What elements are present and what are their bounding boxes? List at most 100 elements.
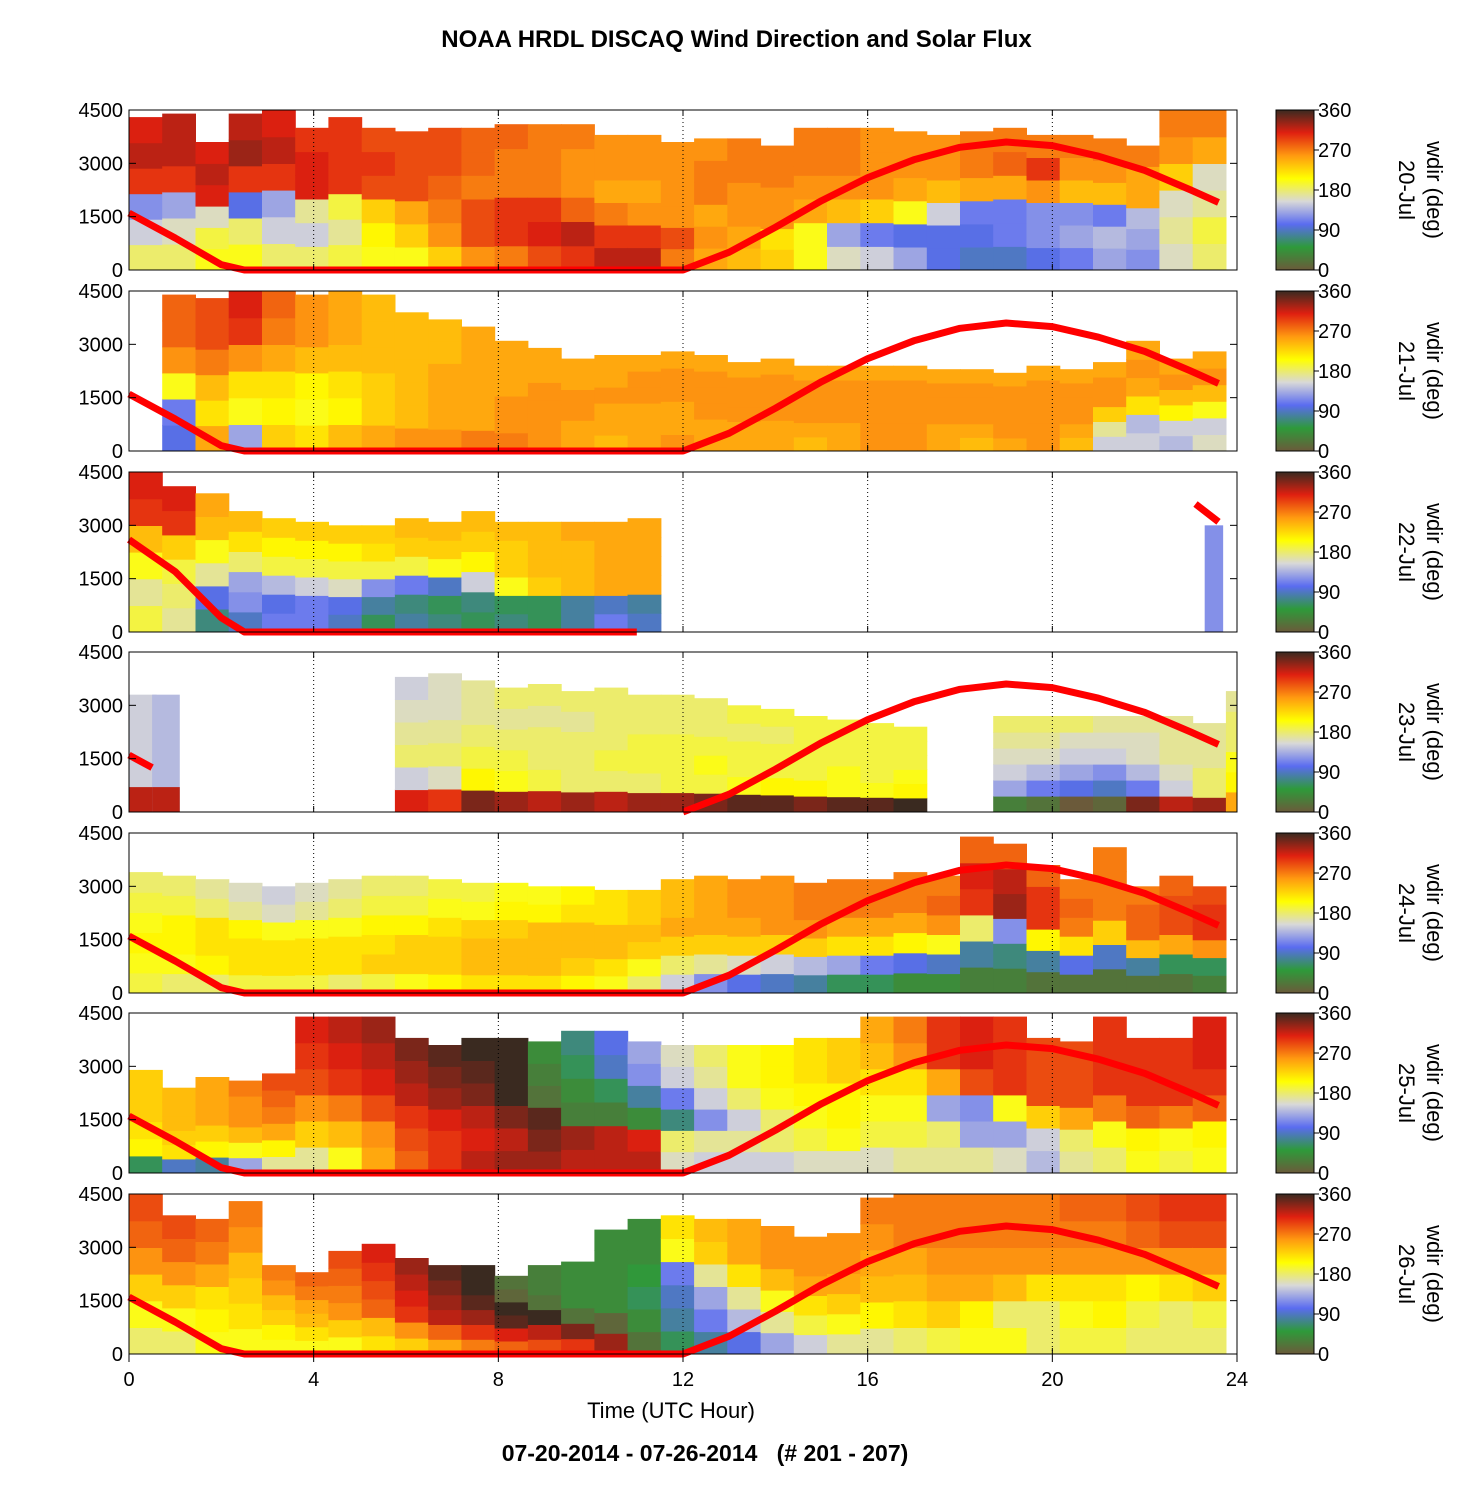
wdir-cell [1126,764,1160,781]
panel-24-Jul: 0 1500 3000 4500 0 90 180 270 360 wdir (deg)24-Ju… [79,823,1448,1005]
wdir-cell [793,1334,828,1354]
colorbar-tick-label: 270 [1318,863,1351,885]
wdir-cell [361,424,396,451]
wdir-cell [960,1068,994,1096]
wdir-cell [1093,436,1127,451]
wdir-cell [993,1300,1027,1328]
wdir-cell [394,1105,429,1129]
wdir-cell [428,1324,462,1340]
wdir-cell [461,347,496,369]
wdir-cell [694,934,728,955]
wdir-cell [394,335,429,360]
wdir-cell [1192,1300,1227,1328]
wdir-cell [727,936,762,956]
wdir-cell [1059,179,1094,203]
wdir-cell [228,139,263,167]
wdir-cell [328,317,363,345]
wdir-cell [893,755,928,770]
y-tick-label: 3000 [79,153,124,175]
wdir-cell [893,1016,928,1044]
wdir-cell [394,1128,429,1152]
wdir-cell [1026,365,1061,381]
wdir-cell [1093,1146,1127,1173]
wdir-cell [660,772,695,794]
colorbar-label: wdir (deg) [1422,682,1447,781]
wdir-cell [893,1068,928,1096]
wdir-cell [428,540,462,560]
wdir-cell [893,422,928,438]
wdir-cell [1159,973,1194,993]
wdir-cell [594,729,629,751]
colorbar-tick-label: 90 [1318,762,1340,784]
wdir-cell [793,1150,828,1173]
wdir-cell [594,1250,629,1272]
y-tick-label: 3000 [79,334,124,356]
wdir-cell [428,936,462,956]
wdir-cell [428,696,462,721]
wdir-cell [328,219,363,246]
wdir-cell [1126,796,1160,812]
wdir-cell [195,184,230,207]
wdir-cell [594,1101,629,1127]
wdir-cell [361,895,396,916]
wdir-cell [461,790,496,812]
wdir-cell [561,904,595,923]
wdir-cell [727,758,762,778]
wdir-cell [1059,423,1094,438]
wdir-cell [428,742,462,767]
wdir-cell [860,723,895,739]
wdir-cell [1093,1120,1127,1148]
wdir-cell [228,1096,263,1112]
solar-flux-line [127,1041,1220,1177]
wdir-cell [561,771,595,793]
colorbar-tick-label: 90 [1318,220,1340,242]
wdir-cell [461,974,496,993]
wdir-cell [295,540,329,560]
wdir-cell [428,613,462,632]
wdir-cell [561,1277,595,1293]
wdir-cell [660,227,695,250]
wdir-cell [394,1150,429,1173]
wdir-cell [1093,895,1127,921]
wdir-cell [561,1078,595,1103]
wdir-cell [893,769,928,785]
wdir-cell [361,1243,396,1263]
wdir-cell [627,179,662,203]
wdir-cell [1059,1194,1094,1222]
wdir-cell [827,1293,861,1315]
wdir-cell [1093,248,1127,270]
wdir-cell [195,298,230,325]
wdir-cell [1059,780,1094,797]
colorbar-tick-label: 360 [1318,462,1351,484]
wdir-cell [561,358,595,375]
wdir-cell [1126,957,1160,976]
wdir-cell [1026,179,1061,203]
wdir-cell [1159,389,1194,406]
colorbar-tick-label: 0 [1318,802,1329,824]
wdir-cell [461,388,496,411]
wdir-cell [494,414,529,434]
wdir-cell [694,1087,728,1110]
wdir-cell [926,437,961,451]
wdir-cell [428,429,462,451]
wdir-cell [262,110,296,138]
wdir-cell [1159,1105,1194,1129]
wdir-cell [162,973,196,993]
solar-flux-line [127,1222,1220,1358]
wdir-cell [361,525,396,544]
wdir-cell [428,198,462,224]
colorbar-tick-label: 360 [1318,100,1351,122]
wdir-cell [627,575,662,595]
wdir-cell [527,124,562,150]
wdir-cell [827,1105,861,1129]
wdir-cell [129,872,163,893]
wdir-cell [727,1286,762,1310]
wdir-cell [494,956,529,976]
wdir-cell [694,355,728,372]
wdir-cell [1126,359,1160,379]
wdir-cell [494,882,529,902]
wdir-cell [394,973,429,993]
wdir-cell [1059,955,1094,975]
wdir-cell [660,955,695,975]
y-tick-label: 3000 [79,515,124,537]
